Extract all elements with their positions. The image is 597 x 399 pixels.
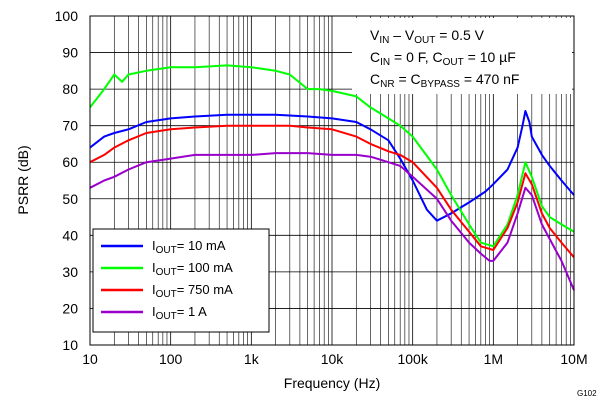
y-tick-label: 30	[62, 264, 78, 280]
annotation-line: VIN – VOUT = 0.5 V	[370, 27, 485, 46]
annotation-line-part: = 470 nF	[460, 71, 520, 87]
x-axis-label: Frequency (Hz)	[284, 375, 380, 391]
annotation-background	[352, 18, 572, 94]
y-tick-label: 90	[62, 45, 78, 61]
y-axis-label: PSRR (dB)	[15, 145, 31, 214]
y-tick-label: 10	[62, 337, 78, 353]
annotation-line: CNR = CBYPASS = 470 nF	[370, 71, 519, 90]
annotation-line-subscript: IN	[379, 35, 389, 46]
annotation-line-subscript: BYPASS	[421, 79, 461, 90]
x-tick-label: 100	[159, 351, 183, 367]
annotation-line-part: C	[370, 71, 380, 87]
legend-label-part: = 1 A	[177, 304, 207, 319]
annotation-line: CIN = 0 F, COUT = 10 µF	[370, 49, 516, 68]
plot-frame	[89, 15, 575, 346]
annotation-line-part: = 10 µF	[464, 49, 516, 65]
legend-label-part: I	[152, 304, 156, 319]
legend-label-subscript: OUT	[156, 289, 177, 300]
y-tick-label: 100	[55, 8, 79, 24]
x-tick-label: 10M	[560, 351, 587, 367]
x-tick-label: 10	[82, 351, 98, 367]
legend-label: IOUT= 10 mA	[152, 238, 226, 256]
series-line-1	[89, 110, 575, 222]
annotation-line-part: = 0 F, C	[390, 49, 443, 65]
legend-label-subscript: OUT	[156, 311, 177, 322]
series-line-4	[89, 152, 575, 291]
series-lines	[89, 64, 575, 291]
annotation-line-part: – V	[389, 27, 415, 43]
x-tick-label: 1M	[484, 351, 503, 367]
figure-id: G102	[577, 389, 597, 398]
legend-label-subscript: OUT	[156, 267, 177, 278]
legend-label-part: I	[152, 238, 156, 253]
legend-label-part: = 750 mA	[177, 282, 233, 297]
legend-label-part: I	[152, 260, 156, 275]
y-tick-label: 20	[62, 300, 78, 316]
annotation-line-part: C	[370, 49, 380, 65]
annotation-line-subscript: NR	[380, 79, 394, 90]
legend-label-subscript: OUT	[156, 245, 177, 256]
annotation-line-subscript: OUT	[443, 57, 464, 68]
series-line-3	[89, 124, 575, 258]
axis-ticks: 10 100 1k 10k 100k 1M 10M 10 20 30 40 50 60 70 80 90 100	[55, 8, 588, 367]
legend-label-part: = 10 mA	[177, 238, 226, 253]
y-tick-label: 80	[62, 81, 78, 97]
legend-label-part: I	[152, 282, 156, 297]
annotation-line-subscript: IN	[380, 57, 390, 68]
x-tick-label: 1k	[244, 351, 260, 367]
y-tick-label: 60	[62, 154, 78, 170]
x-tick-label: 10k	[321, 351, 345, 367]
annotation-line-part: = C	[395, 71, 421, 87]
legend-label: IOUT= 750 mA	[152, 282, 233, 300]
annotation-line-part: V	[370, 27, 380, 43]
legend-label: IOUT= 100 mA	[152, 260, 233, 278]
annotation-line-subscript: OUT	[414, 35, 435, 46]
x-tick-label: 100k	[397, 351, 428, 367]
legend-label: IOUT= 1 A	[152, 304, 207, 322]
y-tick-label: 70	[62, 118, 78, 134]
y-tick-label: 40	[62, 227, 78, 243]
y-tick-label: 50	[62, 191, 78, 207]
annotation-line-part: = 0.5 V	[435, 27, 484, 43]
series-line-2	[89, 64, 575, 248]
legend-label-part: = 100 mA	[177, 260, 233, 275]
